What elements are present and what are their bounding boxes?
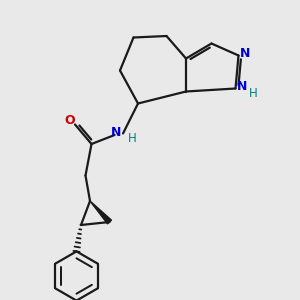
Text: N: N: [111, 125, 122, 139]
Polygon shape: [90, 201, 112, 224]
Text: H: H: [249, 86, 258, 100]
Text: H: H: [128, 132, 136, 146]
Text: N: N: [237, 80, 247, 94]
Text: O: O: [64, 114, 75, 128]
Text: N: N: [240, 47, 250, 61]
